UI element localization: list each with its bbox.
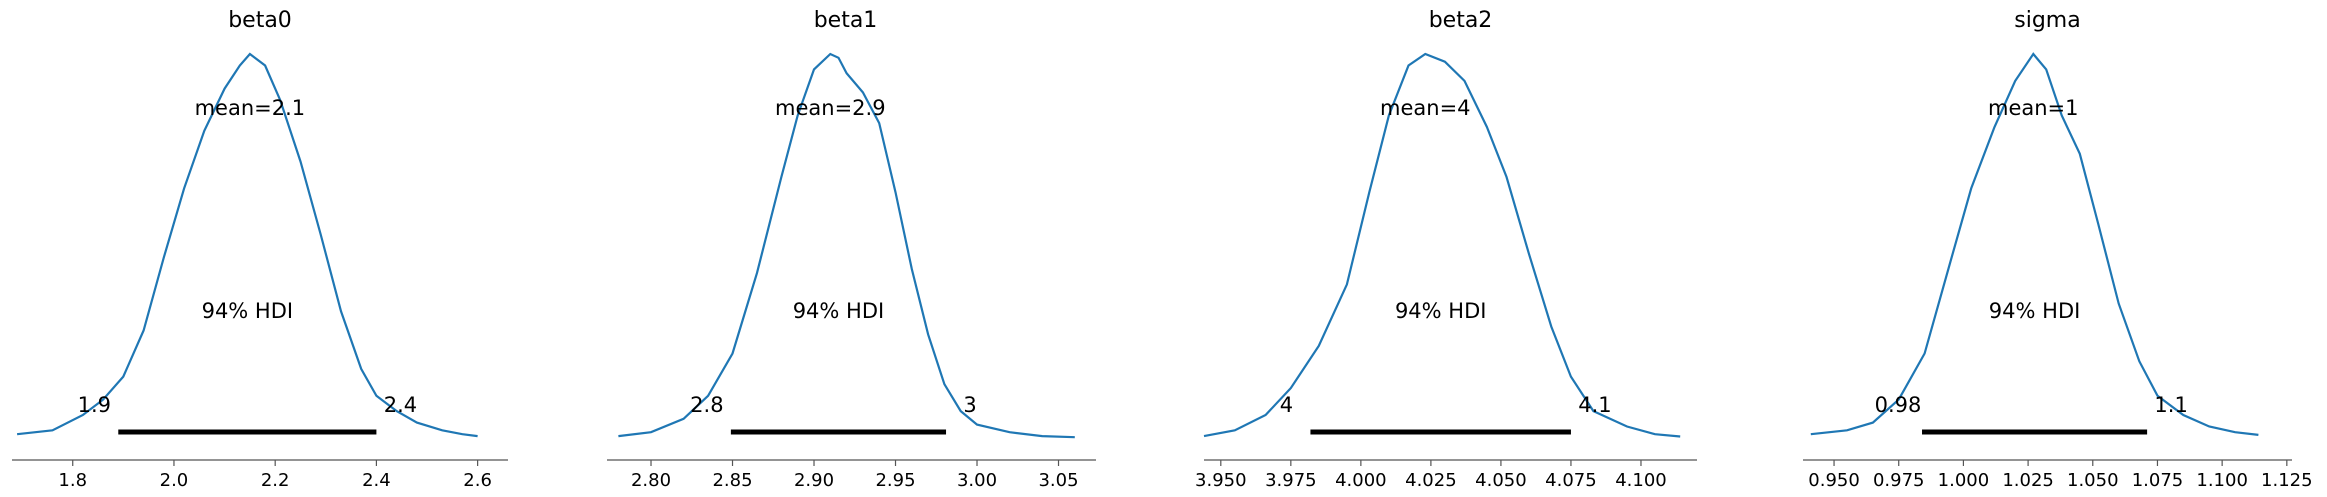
panel-beta0: beta0 mean=2.1 94% HDI 1.9 2.4 1.8 2.0 2.2 2.4 2.… — [12, 8, 508, 491]
x-tick-label: 3.05 — [1038, 470, 1078, 491]
x-tick-label: 1.000 — [1938, 470, 1990, 491]
x-tick-label: 1.050 — [2067, 470, 2119, 491]
x-tick-label: 2.85 — [712, 470, 752, 491]
hdi-low-label: 4 — [1280, 393, 1293, 417]
mean-label: mean=4 — [1380, 96, 1471, 120]
x-tick-label: 2.95 — [875, 470, 915, 491]
density-curve — [1810, 52, 2259, 436]
density-curve — [618, 52, 1075, 439]
x-tick-label: 2.0 — [160, 470, 189, 491]
panel-title: beta2 — [1429, 8, 1493, 33]
mean-label: mean=2.1 — [195, 96, 306, 120]
hdi-label: 94% HDI — [1989, 299, 2081, 323]
x-tick-label: 1.025 — [2002, 470, 2054, 491]
panel-beta1: beta1 mean=2.9 94% HDI 2.8 3 2.80 2.85 2.90 2.95… — [607, 8, 1096, 491]
x-tick-label: 1.075 — [2132, 470, 2184, 491]
x-tick-label: 4.000 — [1335, 470, 1387, 491]
panel-title: beta1 — [814, 8, 878, 33]
mean-label: mean=1 — [1988, 96, 2079, 120]
x-tick-label: 3.00 — [957, 470, 997, 491]
hdi-low-label: 1.9 — [78, 393, 111, 417]
hdi-high-label: 1.1 — [2154, 393, 2187, 417]
x-tick-label: 2.4 — [362, 470, 391, 491]
posterior-panels: beta0 mean=2.1 94% HDI 1.9 2.4 1.8 2.0 2.2 2.4 2.… — [12, 8, 2313, 491]
x-tick-label: 2.2 — [261, 470, 290, 491]
density-curve — [16, 52, 478, 438]
mean-label: mean=2.9 — [775, 96, 886, 120]
x-tick-label: 1.125 — [2261, 470, 2313, 491]
hdi-high-label: 3 — [963, 393, 976, 417]
x-tick-label: 2.6 — [463, 470, 492, 491]
panel-sigma: sigma mean=1 94% HDI 0.98 1.1 0.950 0.975 1.000… — [1803, 8, 2313, 491]
density-curve — [1203, 52, 1681, 438]
x-tick-label: 4.050 — [1475, 470, 1527, 491]
panel-title: sigma — [2014, 8, 2080, 33]
x-tick-label: 2.80 — [631, 470, 671, 491]
x-tick-label: 3.950 — [1195, 470, 1247, 491]
x-tick-label: 1.100 — [2196, 470, 2248, 491]
x-tick-label: 1.8 — [58, 470, 87, 491]
x-tick-label: 4.100 — [1615, 470, 1667, 491]
hdi-high-label: 2.4 — [384, 393, 417, 417]
panel-title: beta0 — [228, 8, 292, 33]
x-tick-label: 0.950 — [1808, 470, 1860, 491]
x-tick-label: 3.975 — [1265, 470, 1317, 491]
hdi-high-label: 4.1 — [1578, 393, 1611, 417]
hdi-label: 94% HDI — [202, 299, 294, 323]
x-tick-label: 0.975 — [1873, 470, 1925, 491]
x-tick-label: 4.025 — [1405, 470, 1457, 491]
hdi-low-label: 2.8 — [690, 393, 723, 417]
panel-beta2: beta2 mean=4 94% HDI 4 4.1 3.950 3.975 4.000 4.0… — [1195, 8, 1697, 491]
x-tick-label: 4.075 — [1545, 470, 1597, 491]
hdi-low-label: 0.98 — [1875, 393, 1922, 417]
hdi-label: 94% HDI — [793, 299, 885, 323]
x-tick-label: 2.90 — [794, 470, 834, 491]
hdi-label: 94% HDI — [1395, 299, 1487, 323]
